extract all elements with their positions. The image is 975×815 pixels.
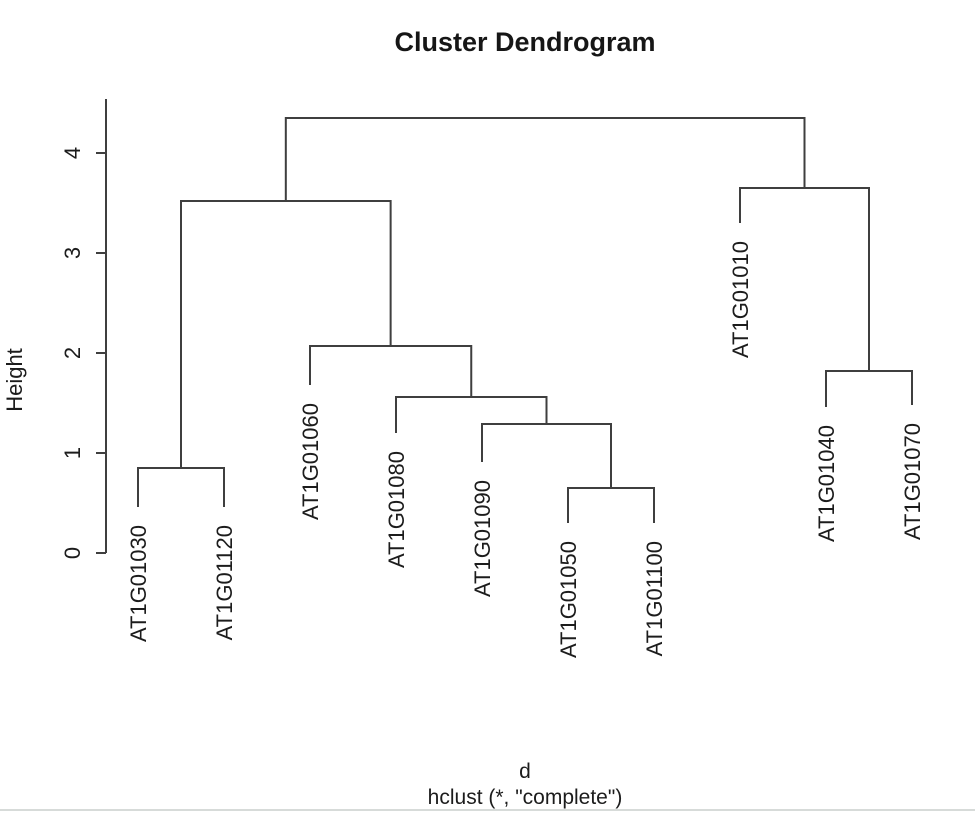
leaf-label: AT1G01120: [212, 525, 237, 640]
svg-text:AT1G01090: AT1G01090: [470, 480, 495, 597]
svg-text:AT1G01050: AT1G01050: [556, 541, 581, 658]
leaf-label: AT1G01070: [900, 423, 925, 540]
leaf-label: AT1G01080: [384, 451, 409, 568]
svg-text:3: 3: [60, 247, 85, 259]
leaf-label: AT1G01090: [470, 480, 495, 597]
leaf-label: AT1G01010: [728, 241, 753, 358]
dendrogram-branch-m2: [137, 467, 225, 507]
svg-text:AT1G01080: AT1G01080: [384, 451, 409, 568]
leaf-labels: AT1G01030 AT1G01120 AT1G01060 AT1G01080 AT1G…: [126, 241, 925, 658]
svg-text:AT1G01100: AT1G01100: [642, 541, 667, 656]
chart-title: Cluster Dendrogram: [394, 27, 655, 57]
dendrogram-branch-m3: [481, 423, 612, 488]
svg-text:4: 4: [60, 147, 85, 159]
hclust-subtitle: hclust (*, "complete"): [428, 786, 623, 809]
dendrogram-branch-m9: [284, 117, 806, 201]
leaf-label: AT1G01030: [126, 525, 151, 642]
svg-text:AT1G01040: AT1G01040: [814, 425, 839, 542]
y-tick-label: 4: [60, 147, 85, 159]
window-bottom-edge-line: [0, 809, 975, 811]
leaf-label: AT1G01100: [642, 541, 667, 656]
dendrogram-tree: [137, 117, 913, 523]
svg-text:AT1G01010: AT1G01010: [728, 241, 753, 358]
dendrogram-branch-m4: [395, 396, 548, 433]
y-tick-label: 0: [60, 547, 85, 559]
dendrogram-branch-m7: [180, 200, 392, 468]
leaf-label: AT1G01040: [814, 425, 839, 542]
dendrogram-branch-m1: [567, 487, 655, 523]
y-tick-label: 3: [60, 247, 85, 259]
dendrogram-branch-m8: [739, 187, 870, 371]
dendrogram-branch-m5: [825, 370, 913, 407]
svg-text:1: 1: [60, 447, 85, 459]
leaf-label: AT1G01060: [298, 403, 323, 520]
x-axis-title: d: [519, 760, 531, 783]
svg-text:0: 0: [60, 547, 85, 559]
y-tick-label: 1: [60, 447, 85, 459]
svg-text:2: 2: [60, 347, 85, 359]
y-tick-label: 2: [60, 347, 85, 359]
svg-text:AT1G01120: AT1G01120: [212, 525, 237, 640]
dendrogram-branch-m6: [309, 345, 473, 397]
leaf-label: AT1G01050: [556, 541, 581, 658]
svg-text:AT1G01060: AT1G01060: [298, 403, 323, 520]
svg-text:AT1G01030: AT1G01030: [126, 525, 151, 642]
y-axis-title: Height: [2, 348, 27, 412]
svg-text:AT1G01070: AT1G01070: [900, 423, 925, 540]
y-axis: 0 1 2 3 4: [60, 99, 107, 559]
